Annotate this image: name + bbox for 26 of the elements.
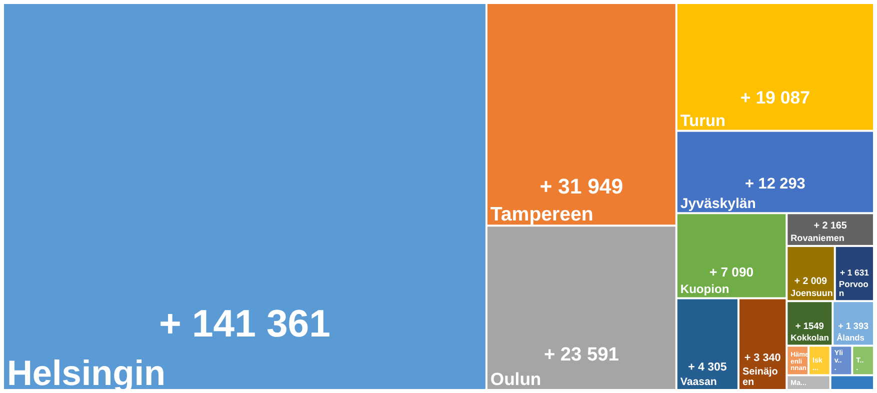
data-label: + 19 087 [740,87,810,108]
category-label: Vaasan [680,376,717,388]
category-label: Kuopion [680,282,730,296]
category-label: Tampereen [490,204,594,226]
category-label: Jyväskylän [680,196,756,212]
category-label: Helsingin [7,354,166,393]
data-label: + 2 009 [794,276,828,287]
data-label: + 3 340 [744,352,781,364]
data-label: + 31 949 [540,174,624,199]
data-label: + 1 393 [838,321,869,332]
data-label: + 2 165 [814,220,848,232]
category-label: Joensuun [790,288,833,298]
data-label: + 7 090 [709,264,754,280]
category-label: Rovaniemen [790,232,844,243]
data-label: + 1549 [795,320,824,331]
data-label: + 12 293 [745,176,806,193]
data-label: + 4 305 [688,361,728,374]
data-label: + 1 631 [840,267,870,278]
category-label: Turun [680,112,726,130]
data-label: + 23 591 [544,344,620,366]
category-label: Porvoon [838,279,868,298]
category-label: Seinäjoen [742,366,778,388]
category-label: Kokkolan [790,332,829,343]
category-label: Ålands [836,332,865,343]
data-label: + 141 361 [159,302,330,346]
category-label: Oulun [490,369,542,389]
